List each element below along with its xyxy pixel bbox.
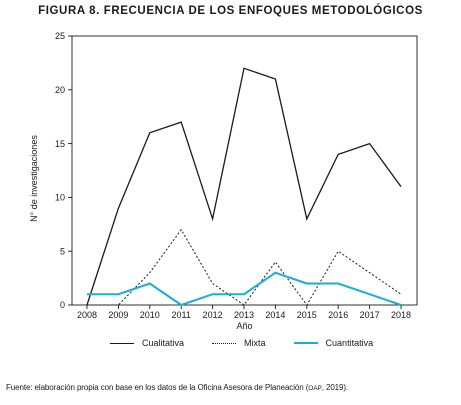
x-tick-label: 2013 bbox=[234, 310, 254, 320]
figure-title: FIGURA 8. FRECUENCIA DE LOS ENFOQUES MET… bbox=[38, 5, 423, 17]
x-tick-label: 2010 bbox=[140, 310, 160, 320]
figure-source-note: Fuente: elaboración propia con base en l… bbox=[6, 383, 348, 392]
y-tick-label: 15 bbox=[55, 139, 65, 149]
series-lines bbox=[86, 67, 402, 307]
y-tick-label: 10 bbox=[55, 193, 65, 203]
tick-labels: 0 5 10 15 20 25 2008 2009 2010 2011 2012 2013 2014 20… bbox=[55, 31, 411, 320]
legend-item-mixta: Mixta bbox=[212, 338, 266, 348]
x-tick-label: 2018 bbox=[391, 310, 411, 320]
y-tick-label: 5 bbox=[60, 246, 65, 256]
line-chart: N° de investigaciones 0 5 10 15 20 25 2008 2009… bbox=[29, 31, 418, 331]
source-abbreviation: OAP bbox=[308, 385, 322, 392]
chart-legend: Cualitativa Mixta Cuantitativa bbox=[110, 338, 401, 348]
x-tick-label: 2012 bbox=[203, 310, 223, 320]
y-axis-label-group: N° de investigaciones bbox=[29, 135, 39, 222]
legend-item-cualitativa: Cualitativa bbox=[110, 338, 184, 348]
x-tick-label: 2016 bbox=[328, 310, 348, 320]
series-line-mixta bbox=[87, 228, 402, 306]
series-line-cualitativa bbox=[86, 67, 402, 306]
source-text-prefix: Fuente: elaboración propia con base en l… bbox=[6, 383, 309, 392]
y-axis-label: N° de investigaciones bbox=[29, 135, 39, 222]
series-line-cuantitativa bbox=[87, 271, 402, 307]
source-text-suffix: , 2019). bbox=[321, 383, 349, 392]
legend-label-mixta: Mixta bbox=[244, 338, 266, 348]
x-tick-label: 2014 bbox=[265, 310, 285, 320]
legend-swatch-cuantitativa bbox=[293, 342, 318, 344]
plot-frame bbox=[71, 35, 418, 306]
y-tick-label: 0 bbox=[60, 300, 65, 310]
y-tick-label: 20 bbox=[55, 85, 65, 95]
x-axis-label: Año bbox=[236, 321, 252, 331]
x-tick-label: 2017 bbox=[360, 310, 380, 320]
legend-swatch-mixta bbox=[212, 342, 237, 344]
x-tick-label: 2015 bbox=[297, 310, 317, 320]
y-tick-label: 25 bbox=[55, 31, 65, 41]
legend-label-cuantitativa: Cuantitativa bbox=[325, 338, 374, 348]
legend-label-cualitativa: Cualitativa bbox=[142, 338, 185, 348]
x-tick-label: 2008 bbox=[77, 310, 97, 320]
x-tick-label: 2009 bbox=[108, 310, 128, 320]
legend-swatch-cualitativa bbox=[110, 342, 134, 344]
x-tick-label: 2011 bbox=[172, 310, 191, 320]
axes bbox=[68, 35, 418, 309]
legend-item-cuantitativa: Cuantitativa bbox=[293, 338, 374, 348]
